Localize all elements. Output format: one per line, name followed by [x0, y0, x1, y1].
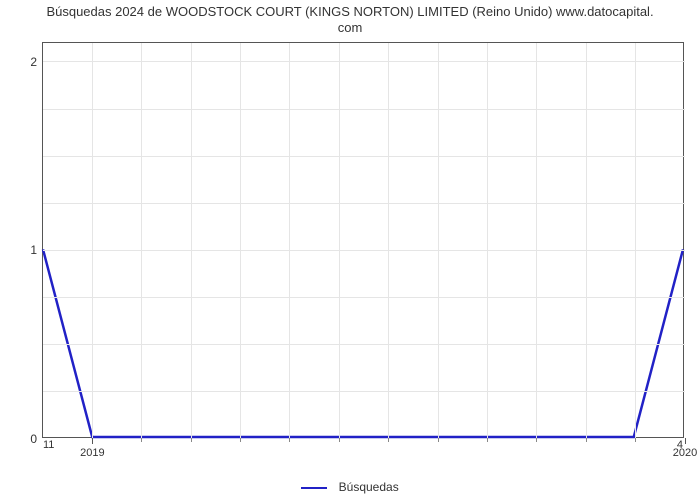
- gridline-vertical: [586, 43, 587, 439]
- x-tick-minor: [339, 438, 340, 442]
- gridline-vertical: [289, 43, 290, 439]
- gridline-horizontal-minor: [43, 156, 685, 157]
- gridline-horizontal: [43, 61, 685, 62]
- x-edge-label-right: 4: [677, 437, 683, 451]
- gridline-vertical: [191, 43, 192, 439]
- chart-title-line1: Búsquedas 2024 de WOODSTOCK COURT (KINGS…: [46, 4, 653, 19]
- gridline-vertical: [141, 43, 142, 439]
- chart-title: Búsquedas 2024 de WOODSTOCK COURT (KINGS…: [0, 4, 700, 37]
- x-tick-minor: [438, 438, 439, 442]
- x-tick-minor: [586, 438, 587, 442]
- x-tick-minor: [141, 438, 142, 442]
- gridline-vertical: [536, 43, 537, 439]
- legend-label: Búsquedas: [339, 480, 399, 494]
- y-tick-label: 1: [30, 243, 43, 257]
- legend-swatch: [301, 487, 327, 489]
- gridline-vertical: [92, 43, 93, 439]
- gridline-vertical: [438, 43, 439, 439]
- x-tick-minor: [191, 438, 192, 442]
- gridline-vertical: [487, 43, 488, 439]
- gridline-vertical: [339, 43, 340, 439]
- gridline-horizontal-minor: [43, 297, 685, 298]
- x-tick-minor: [388, 438, 389, 442]
- gridline-horizontal-minor: [43, 391, 685, 392]
- x-tick-minor: [289, 438, 290, 442]
- plot-area: 01220192020114: [42, 42, 684, 438]
- gridline-vertical: [388, 43, 389, 439]
- x-tick-label: 2019: [80, 437, 104, 459]
- x-edge-label-left: 11: [43, 437, 54, 451]
- gridline-horizontal-minor: [43, 203, 685, 204]
- legend: Búsquedas: [0, 480, 700, 494]
- gridline-horizontal-minor: [43, 344, 685, 345]
- gridline-horizontal: [43, 250, 685, 251]
- gridline-vertical: [635, 43, 636, 439]
- line-series: [43, 43, 683, 437]
- chart-title-line2: com: [338, 20, 363, 35]
- x-tick-minor: [240, 438, 241, 442]
- gridline-vertical: [240, 43, 241, 439]
- gridline-horizontal-minor: [43, 109, 685, 110]
- x-tick-minor: [635, 438, 636, 442]
- chart-container: Búsquedas 2024 de WOODSTOCK COURT (KINGS…: [0, 0, 700, 500]
- x-tick-minor: [536, 438, 537, 442]
- y-tick-label: 0: [30, 432, 43, 446]
- x-tick-minor: [487, 438, 488, 442]
- y-tick-label: 2: [30, 55, 43, 69]
